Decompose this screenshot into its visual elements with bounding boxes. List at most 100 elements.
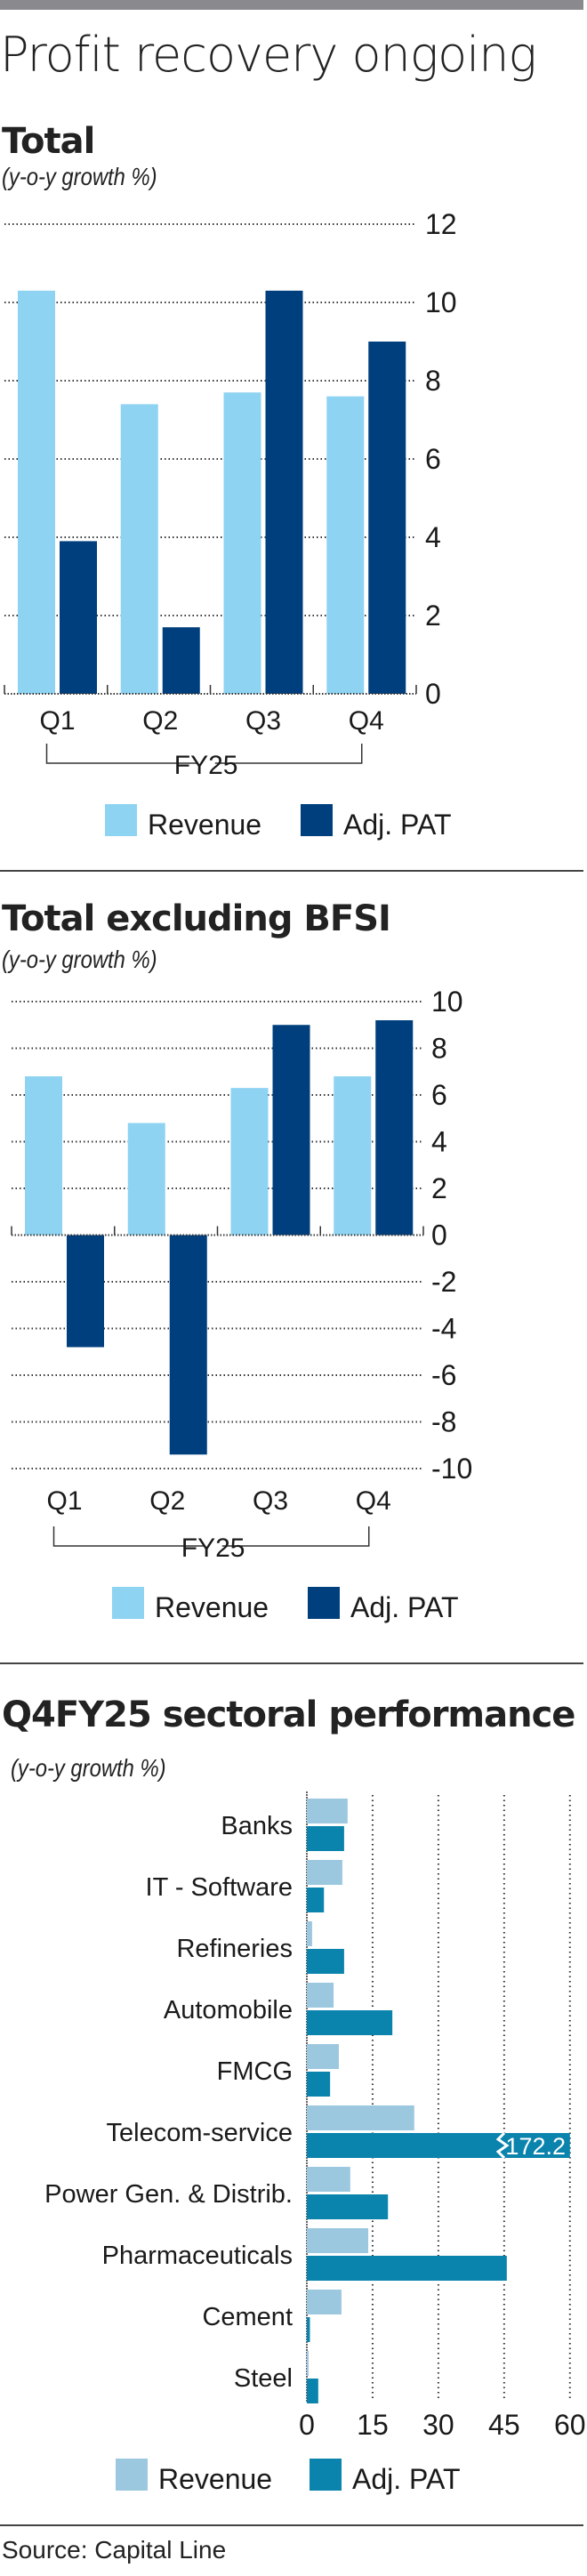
bar-adj-pat: [307, 2072, 331, 2097]
x-tick-label: 60: [554, 2409, 586, 2441]
x-tick-label: Q1: [46, 1486, 82, 1516]
bar-revenue: [334, 1076, 372, 1236]
page-title: Profit recovery ongoing: [0, 27, 537, 83]
bar-adj-pat: [307, 2133, 570, 2158]
category-label: IT - Software: [146, 1873, 293, 1902]
y-tick-label: -2: [431, 1266, 456, 1298]
bar-adj-pat: [162, 627, 200, 694]
y-tick-label: 12: [425, 208, 457, 240]
top-bar: [0, 0, 583, 10]
bar-revenue: [230, 1088, 269, 1236]
category-label: Cement: [202, 2303, 293, 2331]
category-label: FMCG: [217, 2057, 293, 2086]
divider: [0, 1662, 583, 1664]
bar-revenue: [307, 1983, 334, 2008]
y-tick-label: 10: [431, 986, 463, 1018]
fy-bracket: [45, 744, 363, 764]
x-tick-label: 0: [299, 2409, 315, 2441]
category-label: Power Gen. & Distrib.: [44, 2180, 293, 2209]
group-label: FY25: [174, 751, 238, 780]
category-label: Telecom-service: [107, 2119, 294, 2147]
x-tick-label: Q2: [149, 1486, 185, 1516]
bar-revenue: [307, 2044, 339, 2069]
bar-revenue: [120, 404, 158, 694]
chart1-title: Total: [2, 121, 95, 162]
legend-label-revenue: Revenue: [148, 809, 261, 841]
bar-adj-pat: [368, 342, 406, 694]
x-tick-label: 45: [488, 2409, 520, 2441]
y-tick-label: -10: [431, 1453, 472, 1485]
legend-swatch-adj-pat: [310, 2459, 342, 2491]
bar-revenue: [307, 2290, 342, 2314]
chart3-subtitle: (y-o-y growth %): [11, 1754, 166, 1782]
legend-swatch-adj-pat: [308, 1587, 340, 1619]
y-tick-label: 10: [425, 286, 457, 318]
legend-swatch-revenue: [112, 1587, 144, 1619]
bar-revenue: [307, 1921, 312, 1946]
chart2-subtitle: (y-o-y growth %): [2, 946, 157, 973]
y-tick-label: -4: [431, 1313, 456, 1345]
bar-adj-pat: [307, 1888, 325, 1912]
y-tick-label: -6: [431, 1359, 456, 1391]
legend-swatch-adj-pat: [301, 804, 333, 836]
bar-revenue: [307, 2167, 350, 2192]
x-tick-label: Q1: [39, 706, 75, 736]
bar-adj-pat: [307, 2317, 310, 2342]
legend-label-revenue: Revenue: [155, 1591, 269, 1623]
y-tick-label: 8: [431, 1033, 447, 1065]
legend-swatch-revenue: [105, 804, 137, 836]
legend-label-revenue: Revenue: [158, 2463, 272, 2495]
category-label: Steel: [234, 2364, 293, 2393]
bar-revenue: [18, 290, 55, 694]
bar-adj-pat: [307, 1949, 344, 1974]
bar-adj-pat: [307, 2256, 507, 2281]
x-tick-label: Q2: [142, 706, 178, 736]
legend-label-adj-pat: Adj. PAT: [350, 1591, 459, 1623]
bar-revenue: [223, 392, 261, 694]
divider: [0, 870, 583, 872]
bar-revenue: [307, 2105, 414, 2130]
x-tick-label: Q4: [349, 706, 384, 736]
x-tick-label: Q3: [253, 1486, 288, 1516]
bar-revenue: [127, 1123, 165, 1236]
category-label: Automobile: [164, 1996, 293, 2025]
fy-bracket: [52, 1526, 370, 1547]
bar-revenue: [307, 2351, 309, 2376]
bar-adj-pat: [265, 290, 303, 694]
x-tick-label: 15: [357, 2409, 389, 2441]
chart2-title: Total excluding BFSI: [2, 898, 391, 939]
y-tick-label: 8: [425, 365, 441, 397]
y-tick-label: 4: [431, 1126, 447, 1158]
x-tick-label: Q3: [245, 706, 281, 736]
legend-swatch-revenue: [116, 2459, 148, 2491]
y-tick-label: 2: [431, 1172, 447, 1204]
y-tick-label: 0: [425, 678, 441, 710]
axis-break-icon: [495, 2131, 510, 2160]
chart1-subtitle: (y-o-y growth %): [2, 163, 157, 190]
y-tick-label: -8: [431, 1406, 456, 1438]
bar-adj-pat: [307, 2010, 393, 2035]
bar-adj-pat: [307, 2379, 318, 2403]
bar-revenue: [25, 1076, 62, 1236]
bar-adj-pat: [307, 2194, 389, 2219]
bar-adj-pat: [375, 1020, 414, 1236]
bar-adj-pat: [272, 1025, 310, 1236]
y-tick-label: 2: [425, 600, 441, 632]
y-tick-label: 6: [431, 1079, 447, 1111]
y-tick-label: 6: [425, 443, 441, 475]
chart2-excl-bfsi: -10 -8 -6 -4 -2 0 2 4 6 8 10 Q1 Q2 Q3 Q4 FY25 Revenue Adj…: [11, 986, 472, 1623]
chart1-total: 0 2 4 6 8 10 12 Q1 Q2 Q3 Q4 FY25 Revenue Adj. PAT: [4, 208, 457, 841]
bar-value-label: 172.2: [505, 2133, 566, 2160]
bar-revenue: [307, 1799, 348, 1823]
category-label: Refineries: [176, 1935, 293, 1963]
legend-label-adj-pat: Adj. PAT: [343, 809, 452, 841]
bar-adj-pat: [307, 1826, 344, 1851]
legend-label-adj-pat: Adj. PAT: [352, 2463, 461, 2495]
source-note: Source: Capital Line: [2, 2536, 227, 2564]
category-label: Pharmaceuticals: [102, 2242, 293, 2270]
group-label: FY25: [181, 1534, 245, 1563]
divider: [0, 2524, 583, 2526]
bar-revenue: [307, 1860, 342, 1885]
y-tick-label: 4: [425, 521, 441, 553]
